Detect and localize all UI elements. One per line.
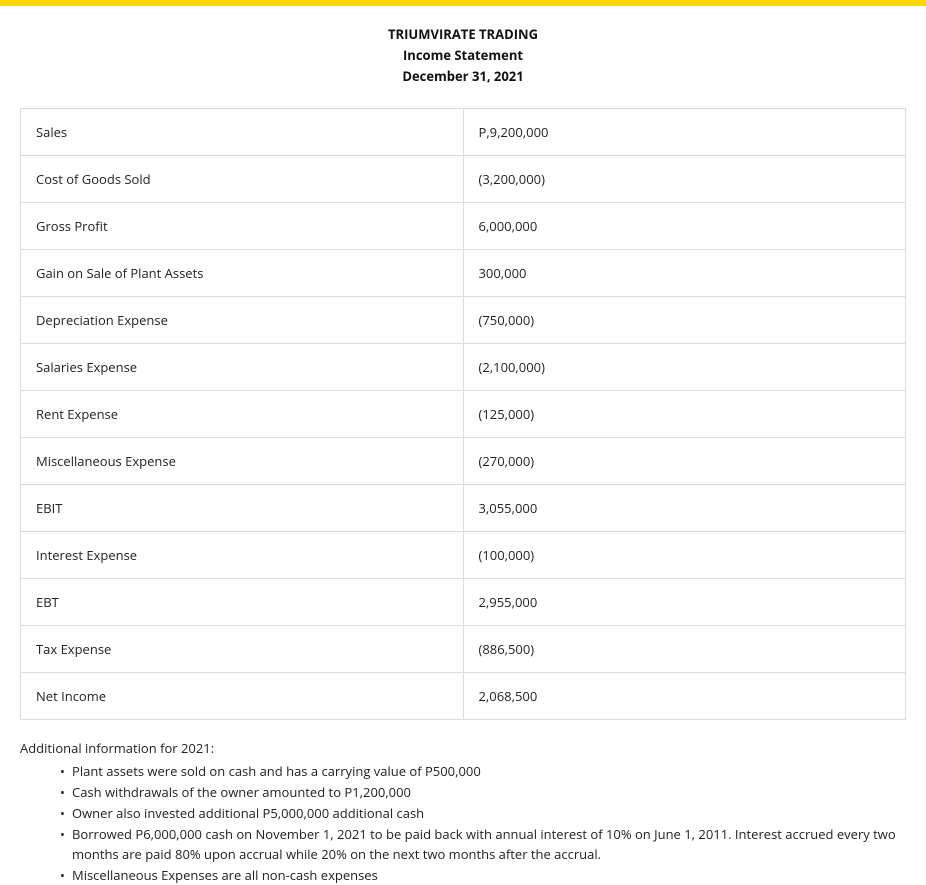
row-value: 2,955,000 xyxy=(463,579,906,626)
row-label: Gain on Sale of Plant Assets xyxy=(21,250,464,297)
income-statement-table: SalesP,9,200,000Cost of Goods Sold(3,200… xyxy=(20,108,906,720)
list-item: Borrowed P6,000,000 cash on November 1, … xyxy=(60,824,906,864)
list-item: Plant assets were sold on cash and has a… xyxy=(60,761,906,781)
row-value: P,9,200,000 xyxy=(463,109,906,156)
table-row: Gross Profit6,000,000 xyxy=(21,203,906,250)
income-statement-body: SalesP,9,200,000Cost of Goods Sold(3,200… xyxy=(21,109,906,720)
statement-title: Income Statement xyxy=(20,45,906,66)
row-value: 2,068,500 xyxy=(463,673,906,720)
row-value: (750,000) xyxy=(463,297,906,344)
additional-list: Plant assets were sold on cash and has a… xyxy=(20,761,906,885)
row-label: Miscellaneous Expense xyxy=(21,438,464,485)
list-item: Miscellaneous Expenses are all non-cash … xyxy=(60,865,906,885)
row-value: (886,500) xyxy=(463,626,906,673)
list-item: Cash withdrawals of the owner amounted t… xyxy=(60,782,906,802)
table-row: Depreciation Expense(750,000) xyxy=(21,297,906,344)
table-row: Tax Expense(886,500) xyxy=(21,626,906,673)
table-row: EBT2,955,000 xyxy=(21,579,906,626)
row-label: Sales xyxy=(21,109,464,156)
row-label: EBIT xyxy=(21,485,464,532)
table-row: Gain on Sale of Plant Assets300,000 xyxy=(21,250,906,297)
row-label: Depreciation Expense xyxy=(21,297,464,344)
table-row: SalesP,9,200,000 xyxy=(21,109,906,156)
list-item: Owner also invested additional P5,000,00… xyxy=(60,803,906,823)
table-row: EBIT3,055,000 xyxy=(21,485,906,532)
row-label: Salaries Expense xyxy=(21,344,464,391)
row-value: (2,100,000) xyxy=(463,344,906,391)
row-value: 6,000,000 xyxy=(463,203,906,250)
row-label: Rent Expense xyxy=(21,391,464,438)
table-row: Interest Expense(100,000) xyxy=(21,532,906,579)
table-row: Cost of Goods Sold(3,200,000) xyxy=(21,156,906,203)
table-row: Rent Expense(125,000) xyxy=(21,391,906,438)
statement-date: December 31, 2021 xyxy=(20,66,906,87)
table-row: Net Income2,068,500 xyxy=(21,673,906,720)
additional-heading: Additional information for 2021: xyxy=(20,738,906,758)
row-value: (270,000) xyxy=(463,438,906,485)
statement-header: TRIUMVIRATE TRADING Income Statement Dec… xyxy=(20,24,906,86)
row-value: (100,000) xyxy=(463,532,906,579)
row-value: (3,200,000) xyxy=(463,156,906,203)
row-label: Cost of Goods Sold xyxy=(21,156,464,203)
company-name: TRIUMVIRATE TRADING xyxy=(20,24,906,45)
table-row: Miscellaneous Expense(270,000) xyxy=(21,438,906,485)
row-label: Interest Expense xyxy=(21,532,464,579)
row-value: (125,000) xyxy=(463,391,906,438)
document-content: TRIUMVIRATE TRADING Income Statement Dec… xyxy=(0,6,926,885)
row-label: Tax Expense xyxy=(21,626,464,673)
row-label: Gross Profit xyxy=(21,203,464,250)
row-value: 3,055,000 xyxy=(463,485,906,532)
table-row: Salaries Expense(2,100,000) xyxy=(21,344,906,391)
row-label: Net Income xyxy=(21,673,464,720)
additional-info: Additional information for 2021: Plant a… xyxy=(20,738,906,885)
row-value: 300,000 xyxy=(463,250,906,297)
row-label: EBT xyxy=(21,579,464,626)
